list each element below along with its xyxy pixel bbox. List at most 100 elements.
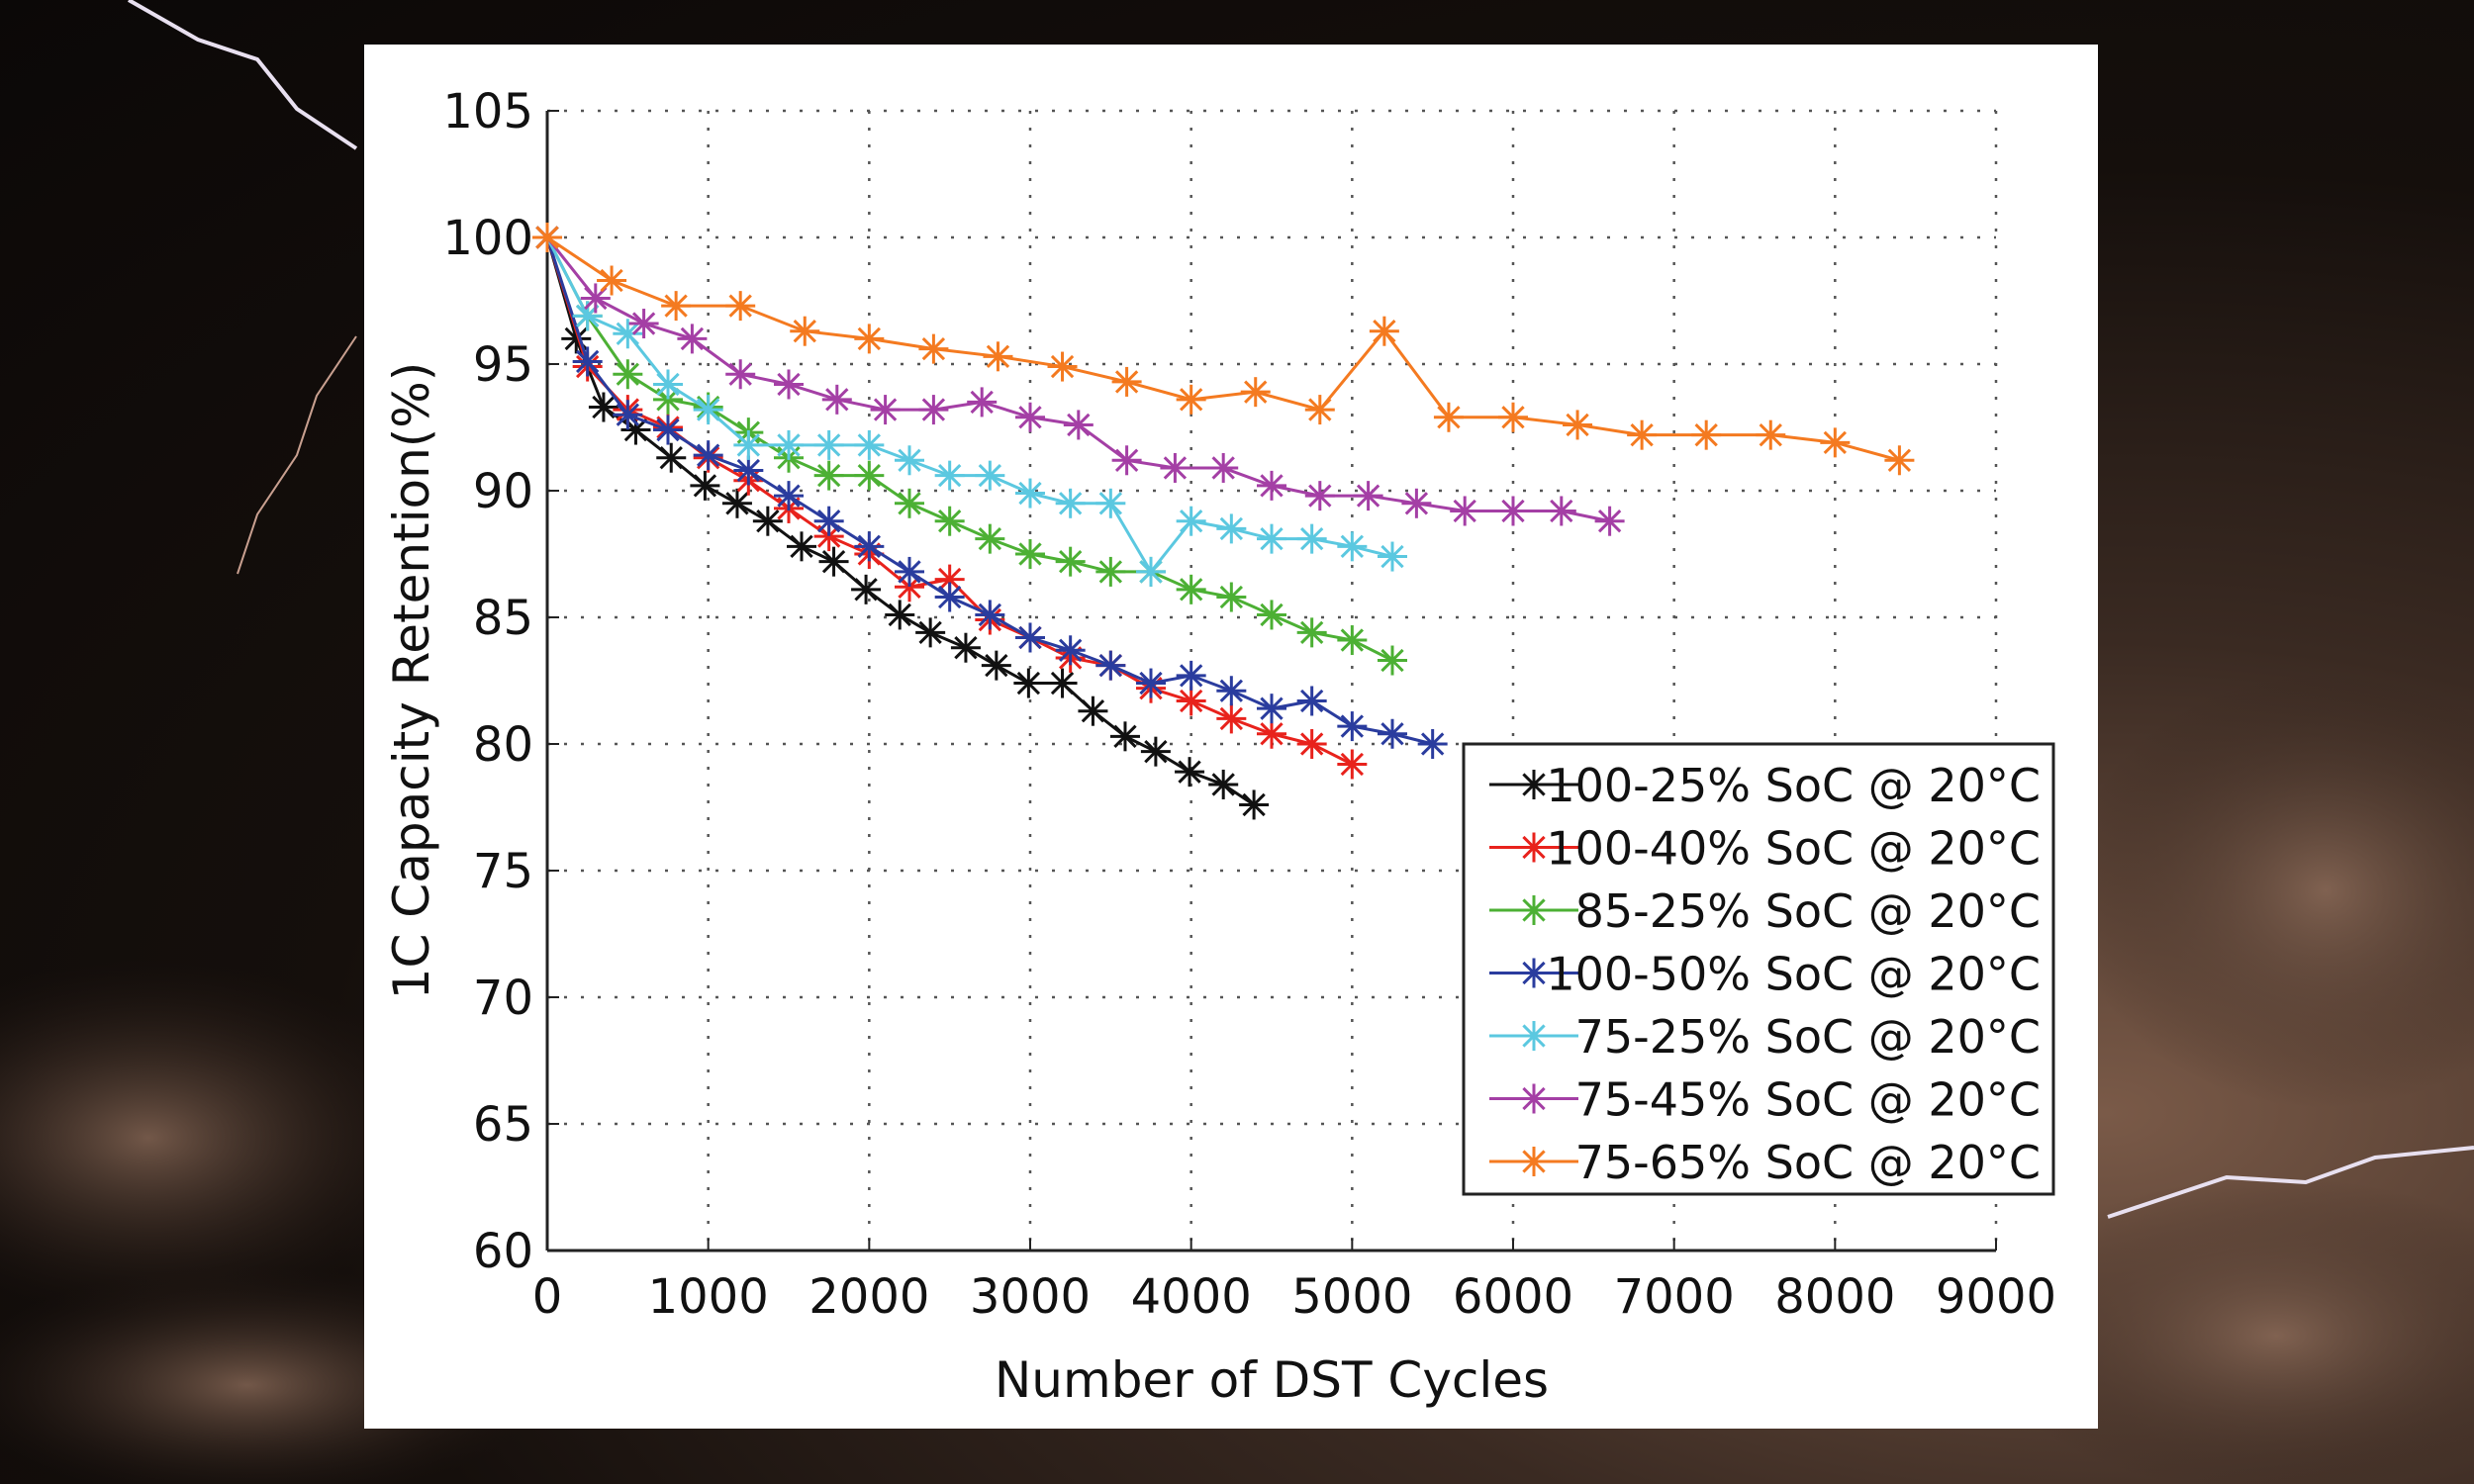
legend-marker-icon — [1519, 1083, 1549, 1114]
data-point-marker — [1337, 711, 1368, 742]
chart-panel — [364, 45, 2098, 1429]
legend-label: 100-25% SoC @ 20°C — [1546, 759, 2041, 812]
legend-marker-icon — [1519, 958, 1549, 988]
legend-label: 100-50% SoC @ 20°C — [1546, 948, 2041, 1001]
cloud — [0, 960, 445, 1316]
legend-box — [1462, 742, 2055, 1196]
cloud — [1979, 1177, 2474, 1484]
lightning-bolt — [128, 0, 358, 150]
data-point-marker — [725, 291, 756, 322]
data-point-marker — [1257, 470, 1286, 501]
data-point-marker — [1176, 384, 1206, 415]
x-tick-label: 4000 — [1131, 1269, 1252, 1325]
data-point-marker — [677, 324, 708, 354]
legend: 100-25% SoC @ 20°C 100-40% SoC @ 20°C 85-2… — [1462, 742, 2055, 1196]
series-5 — [532, 223, 1407, 587]
data-point-marker — [1304, 481, 1335, 511]
legend-label: 85-25% SoC @ 20°C — [1575, 884, 2041, 938]
data-point-marker — [1401, 488, 1432, 518]
data-point-marker — [1136, 556, 1166, 587]
legend-item: 75-65% SoC @ 20°C — [1489, 1136, 2041, 1189]
x-tick-label: 1000 — [648, 1269, 769, 1325]
data-point-marker — [915, 617, 946, 648]
data-point-marker — [628, 309, 659, 339]
y-tick-label: 60 — [473, 1224, 533, 1279]
data-point-marker — [613, 319, 643, 349]
data-point-marker — [1691, 419, 1722, 450]
legend-label: 75-65% SoC @ 20°C — [1575, 1136, 2041, 1189]
x-tick-label: 6000 — [1453, 1269, 1573, 1325]
y-tick-label: 70 — [473, 971, 533, 1026]
legend-marker-icon — [1519, 832, 1549, 863]
data-point-marker — [967, 387, 998, 417]
data-point-marker — [895, 445, 924, 476]
x-tick-label: 0 — [532, 1269, 563, 1325]
data-point-marker — [1257, 523, 1286, 554]
data-point-marker — [1136, 668, 1166, 698]
legend-label: 75-45% SoC @ 20°C — [1575, 1073, 2041, 1127]
data-point-marker — [1208, 452, 1239, 483]
data-point-marker — [975, 600, 1005, 630]
data-point-marker — [1015, 622, 1045, 653]
data-point-marker — [1109, 721, 1140, 752]
lightning-bolt — [2107, 1146, 2474, 1219]
data-point-marker — [1095, 650, 1126, 681]
data-point-marker — [1055, 488, 1086, 518]
data-point-marker — [1257, 600, 1286, 630]
data-point-marker — [693, 440, 723, 471]
data-point-marker — [656, 442, 687, 473]
data-point-marker — [1176, 660, 1206, 691]
x-axis-label: Number of DST Cycles — [995, 1351, 1549, 1409]
data-point-marker — [774, 429, 804, 460]
data-point-marker — [1111, 366, 1142, 397]
data-point-marker — [1140, 736, 1171, 767]
legend-item: 75-45% SoC @ 20°C — [1489, 1073, 2041, 1127]
data-point-marker — [1296, 729, 1327, 759]
data-point-marker — [1820, 427, 1851, 458]
data-point-marker — [1063, 410, 1094, 440]
series-line — [546, 235, 1900, 462]
data-point-marker — [653, 415, 683, 445]
lightning-bolt — [237, 335, 357, 575]
x-tick-label: 2000 — [809, 1269, 929, 1325]
data-point-marker — [1240, 377, 1271, 408]
data-point-marker — [1176, 574, 1206, 604]
y-tick-label: 65 — [473, 1097, 533, 1153]
data-point-marker — [661, 291, 692, 322]
data-point-marker — [1055, 635, 1086, 666]
data-point-marker — [774, 369, 804, 400]
data-point-marker — [752, 506, 783, 536]
cloud — [2068, 673, 2474, 1108]
data-point-marker — [1369, 316, 1399, 346]
data-point-marker — [1216, 582, 1247, 612]
y-tick-label: 105 — [442, 84, 533, 139]
legend-item: 75-25% SoC @ 20°C — [1489, 1010, 2041, 1064]
data-point-marker — [1216, 703, 1247, 734]
data-point-marker — [588, 392, 618, 422]
data-point-marker — [1216, 513, 1247, 544]
data-point-marker — [1015, 539, 1045, 569]
data-point-marker — [1055, 546, 1086, 577]
data-point-marker — [721, 488, 752, 518]
data-point-marker — [1378, 645, 1407, 676]
data-point-marker — [1160, 452, 1190, 483]
data-point-marker — [1546, 496, 1576, 526]
data-point-marker — [854, 531, 885, 562]
data-point-marker — [1175, 757, 1205, 788]
data-point-marker — [818, 546, 849, 577]
legend-item: 100-25% SoC @ 20°C — [1489, 759, 2041, 812]
axes: 0 1000 2000 3000 4000 5000 6000 7000 8000 9000 60 6… — [442, 84, 2056, 1325]
data-point-marker — [1433, 402, 1464, 432]
data-point-marker — [1095, 488, 1126, 518]
data-point-marker — [854, 324, 885, 354]
data-point-marker — [975, 523, 1005, 554]
data-point-marker — [733, 455, 764, 486]
data-point-marker — [733, 429, 764, 460]
data-point-marker — [854, 460, 885, 491]
data-point-marker — [572, 346, 603, 377]
data-point-marker — [1337, 625, 1368, 656]
x-tick-label: 5000 — [1291, 1269, 1412, 1325]
data-point-marker — [1756, 419, 1786, 450]
